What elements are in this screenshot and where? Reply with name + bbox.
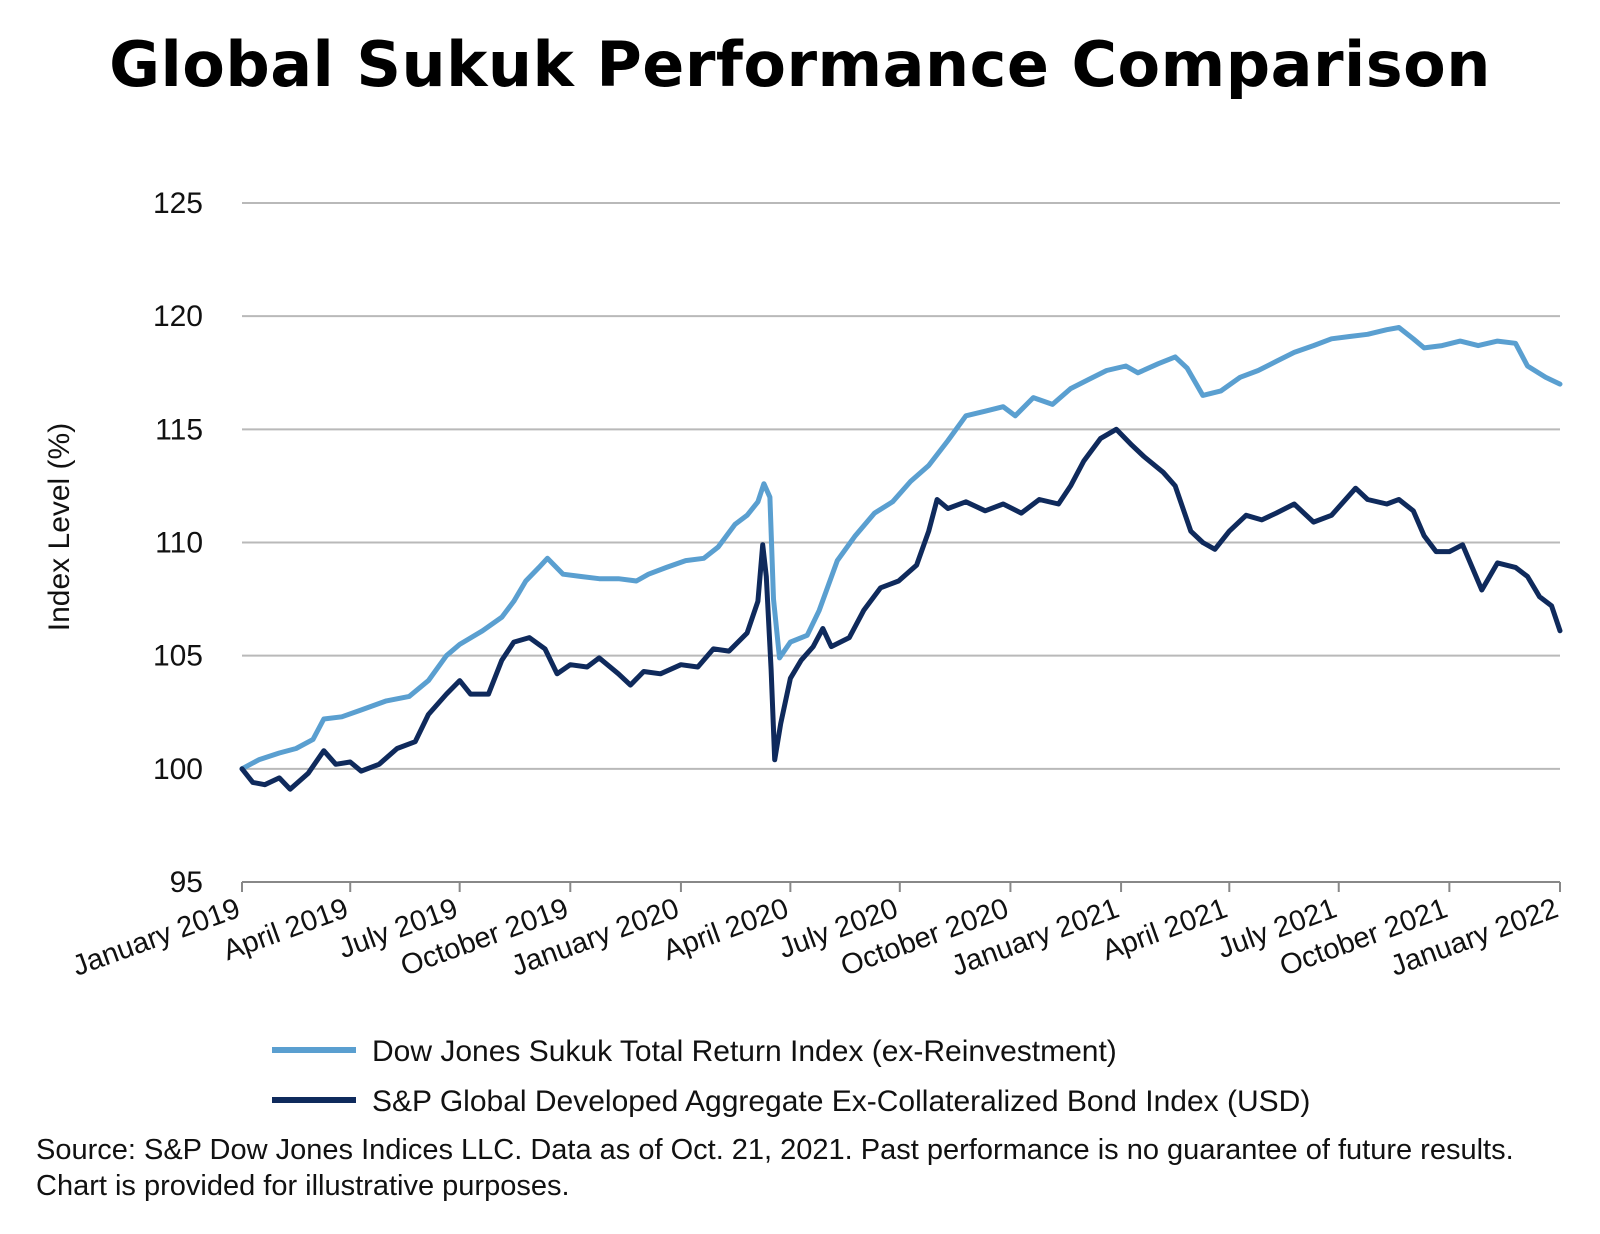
y-tick-label-110: 110: [155, 527, 203, 560]
y-tick-label-95: 95: [170, 866, 203, 899]
y-tick-labels: 95 100 105 110 115 120 125: [153, 187, 203, 899]
page-title: Global Sukuk Performance Comparison: [109, 28, 1491, 101]
x-tick-label: April 2020: [659, 893, 793, 968]
legend-label-sukuk: Dow Jones Sukuk Total Return Index (ex-R…: [372, 1035, 1117, 1068]
x-tick-label: April 2019: [219, 893, 353, 968]
gridlines: [242, 202, 1560, 770]
series-lines: [239, 325, 1563, 792]
y-tick-label-120: 120: [153, 300, 203, 333]
legend-label-bond: S&P Global Developed Aggregate Ex-Collat…: [372, 1085, 1310, 1118]
x-axis: [241, 881, 1561, 892]
source-note: Source: S&P Dow Jones Indices LLC. Data …: [36, 1134, 1514, 1202]
y-tick-label-125: 125: [153, 187, 203, 220]
legend: Dow Jones Sukuk Total Return Index (ex-R…: [272, 1035, 1310, 1118]
series-line-bond: [239, 426, 1563, 792]
y-axis-label: Index Level (%): [43, 423, 76, 631]
x-tick-label: April 2021: [1098, 893, 1232, 968]
y-tick-label-100: 100: [153, 753, 203, 786]
x-tick-label: January 2019: [68, 893, 244, 983]
series-line-sukuk: [239, 325, 1563, 772]
y-tick-label-115: 115: [155, 413, 203, 446]
y-tick-label-105: 105: [153, 640, 203, 673]
